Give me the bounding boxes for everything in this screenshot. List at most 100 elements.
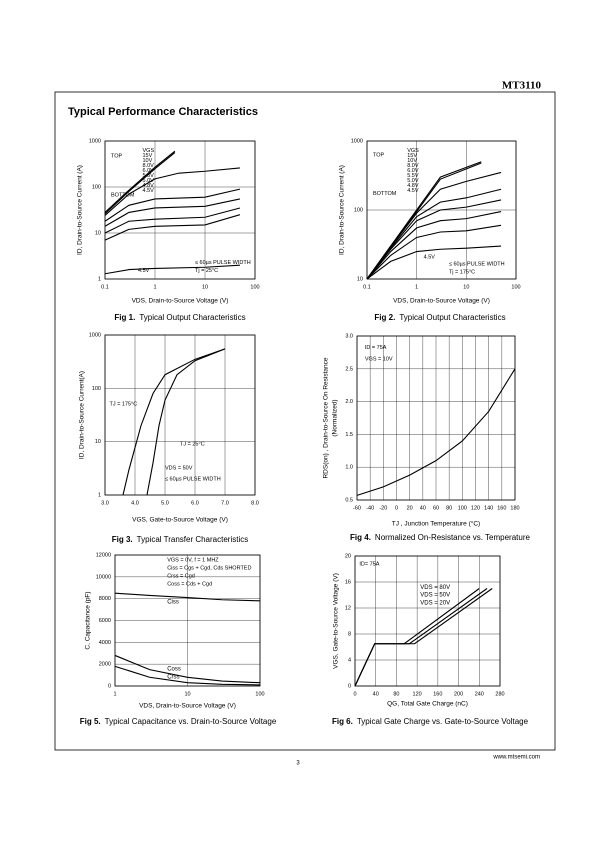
curve bbox=[122, 348, 226, 496]
y-axis-label: RDS(on) , Drain-to-Source On Resistance bbox=[323, 357, 330, 478]
curve bbox=[354, 588, 480, 687]
curve bbox=[146, 348, 226, 496]
x-tick-label: 140 bbox=[484, 505, 493, 511]
annotation: BOTTOM bbox=[111, 192, 135, 198]
x-tick-label: 160 bbox=[433, 691, 442, 697]
annotation: ID= 75A bbox=[359, 561, 379, 567]
x-tick-label: 100 bbox=[511, 284, 520, 290]
y-tick-label: 1 bbox=[98, 276, 101, 282]
plot-frame bbox=[354, 555, 501, 687]
y-tick-label: 1000 bbox=[89, 332, 101, 338]
x-tick-label: 80 bbox=[393, 691, 399, 697]
annotation: 10V bbox=[143, 158, 153, 164]
plot-frame bbox=[114, 554, 261, 687]
y-tick-label: 1 bbox=[98, 492, 101, 498]
y-tick-label: 20 bbox=[345, 553, 351, 559]
y-tick-label: 1.5 bbox=[345, 432, 353, 438]
y-tick-label: 1.0 bbox=[345, 465, 353, 471]
x-tick-label: 0 bbox=[395, 505, 398, 511]
x-tick-label: 4.0 bbox=[131, 500, 139, 506]
x-axis-label: VGS, Gate-to-Source Voltage (V) bbox=[132, 517, 228, 524]
annotation: VDS = 50V bbox=[165, 465, 193, 471]
y-tick-label: 4000 bbox=[99, 640, 111, 646]
series-label: Coss bbox=[167, 667, 181, 673]
y-tick-label: 10 bbox=[95, 439, 101, 445]
curve bbox=[104, 152, 176, 215]
figure-caption: Fig 2. Typical Output Characteristics bbox=[374, 313, 505, 322]
y-axis-label: VGS, Gate-to-Source Voltage (V) bbox=[333, 573, 340, 669]
figure-number: Fig 3. bbox=[112, 535, 133, 544]
y-tick-label: 16 bbox=[345, 579, 351, 585]
figure-number: Fig 2. bbox=[374, 313, 395, 322]
y-tick-label: 8 bbox=[348, 631, 351, 637]
annotation: 5.0V bbox=[407, 178, 419, 184]
series-label: Ciss bbox=[167, 600, 179, 606]
y-tick-label: 0.5 bbox=[345, 497, 353, 503]
x-tick-label: 40 bbox=[420, 505, 426, 511]
annotation: ≤ 60µs PULSE WIDTH bbox=[165, 476, 221, 482]
x-axis-label: VDS, Drain-to-Source Voltage (V) bbox=[139, 703, 236, 710]
x-tick-label: 10 bbox=[202, 284, 208, 290]
annotation: 8.0V bbox=[143, 163, 155, 169]
annotation: 15V bbox=[143, 153, 153, 159]
x-tick-label: 10 bbox=[184, 691, 190, 697]
x-tick-label: 80 bbox=[446, 505, 452, 511]
curve bbox=[104, 214, 241, 241]
figure-caption: Fig 5. Typical Capacitance vs. Drain-to-S… bbox=[80, 717, 277, 726]
x-tick-label: 240 bbox=[475, 691, 484, 697]
curve bbox=[104, 207, 241, 234]
series-label: VDS = 50V bbox=[420, 593, 450, 599]
annotation: BOTTOM bbox=[373, 191, 397, 197]
annotation: ≤ 60µs PULSE WIDTH bbox=[195, 260, 251, 266]
figure-number: Fig 6. bbox=[332, 717, 353, 726]
figure-title: Typical Capacitance vs. Drain-to-Source … bbox=[105, 717, 277, 726]
y-tick-label: 3.0 bbox=[345, 333, 353, 339]
y-tick-label: 4 bbox=[348, 657, 351, 663]
figure-caption: Fig 6. Typical Gate Charge vs. Gate-to-So… bbox=[332, 717, 529, 726]
annotation: Ciss = Cgs + Cgd, Cds SHORTED bbox=[167, 566, 251, 572]
annotation: 10V bbox=[407, 158, 417, 164]
plot-frame bbox=[356, 335, 516, 501]
curve bbox=[114, 665, 261, 686]
section-title: Typical Performance Characteristics bbox=[68, 106, 258, 118]
y-axis-label: (Normalized) bbox=[332, 399, 339, 436]
annotation: TOP bbox=[111, 154, 123, 160]
x-axis-label: VDS, Drain-to-Source Voltage (V) bbox=[132, 298, 229, 305]
series-label: Crss bbox=[167, 674, 179, 680]
x-tick-label: 6.0 bbox=[191, 500, 199, 506]
annotation: 6.0V bbox=[143, 168, 155, 174]
annotation: VGS bbox=[407, 148, 419, 154]
y-tick-label: 12 bbox=[345, 605, 351, 611]
figure-number: Fig 5. bbox=[80, 717, 101, 726]
curve bbox=[356, 368, 516, 496]
y-tick-label: 10 bbox=[357, 276, 363, 282]
y-tick-label: 2.0 bbox=[345, 399, 353, 405]
y-tick-label: 0 bbox=[108, 683, 111, 689]
y-tick-label: 8000 bbox=[99, 596, 111, 602]
figure-number: Fig 1. bbox=[114, 313, 135, 322]
x-tick-label: -60 bbox=[353, 505, 361, 511]
curve bbox=[104, 198, 241, 227]
annotation: VGS = 0V, f = 1 MHZ bbox=[167, 558, 219, 564]
annotation: TJ = 25°C bbox=[180, 441, 205, 447]
y-tick-label: 2.5 bbox=[345, 366, 353, 372]
part-number: MT3110 bbox=[502, 80, 542, 92]
curve bbox=[104, 167, 241, 216]
x-tick-label: 1 bbox=[113, 691, 116, 697]
annotation: 8.0V bbox=[407, 163, 419, 169]
annotation: Tj = 175°C bbox=[449, 270, 475, 276]
figure-title: Typical Transfer Characteristics bbox=[137, 535, 249, 544]
annotation: 4.5V bbox=[143, 188, 155, 194]
x-tick-label: 1 bbox=[153, 284, 156, 290]
y-tick-label: 10000 bbox=[96, 574, 111, 580]
x-axis-label: VDS, Drain-to-Source Voltage (V) bbox=[393, 298, 490, 305]
x-tick-label: 5.0 bbox=[161, 500, 169, 506]
annotation: 4.5V bbox=[407, 188, 419, 194]
x-tick-label: 8.0 bbox=[251, 500, 259, 506]
annotation: TOP bbox=[373, 152, 385, 158]
y-tick-label: 6000 bbox=[99, 618, 111, 624]
plot-frame bbox=[104, 140, 256, 280]
x-tick-label: 40 bbox=[373, 691, 379, 697]
annotation: Coss = Cds + Cgd bbox=[167, 581, 212, 587]
curve bbox=[104, 188, 241, 222]
